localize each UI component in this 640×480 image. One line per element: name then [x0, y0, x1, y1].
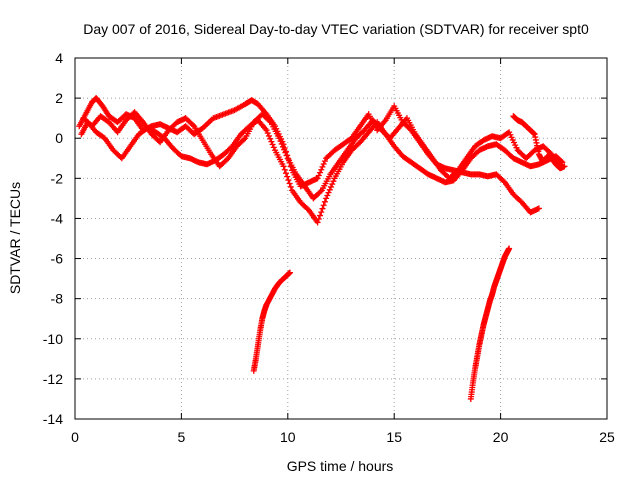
data-point [283, 152, 290, 159]
data-point [317, 188, 324, 195]
y-tick-label: -12 [43, 371, 63, 387]
data-point [318, 166, 325, 173]
data-point [330, 178, 337, 185]
data-point [321, 158, 328, 165]
data-layer [76, 95, 568, 402]
data-point [280, 163, 287, 170]
data-point [325, 189, 332, 196]
series-segment-1 [250, 269, 293, 374]
y-axis-label: SDTVAR / TECUs [7, 182, 23, 294]
x-tick-label: 25 [599, 429, 615, 445]
plot-frame [74, 57, 608, 420]
ticks: 0 5 10 15 20 25 -14 -12 -10 -8 -6 -4 -2 0 2 4 [43, 50, 615, 445]
x-tick-label: 15 [386, 429, 402, 445]
data-point [268, 138, 275, 145]
series-track-c [80, 109, 564, 202]
series-segment-2 [467, 245, 513, 402]
data-point [263, 127, 270, 134]
x-tick-label: 10 [280, 429, 296, 445]
y-tick-label: -14 [43, 411, 63, 427]
data-point [327, 183, 334, 190]
data-point [276, 135, 283, 142]
y-tick-label: -2 [51, 170, 64, 186]
data-point [315, 172, 322, 179]
data-point [506, 245, 513, 252]
y-tick-label: 2 [55, 90, 63, 106]
data-point [326, 186, 333, 193]
data-point [561, 163, 568, 170]
data-point [282, 170, 289, 177]
y-tick-label: -6 [51, 251, 64, 267]
data-point [317, 212, 324, 219]
x-axis-label: GPS time / hours [287, 458, 394, 474]
data-point [266, 118, 273, 125]
data-point [324, 192, 331, 199]
chart-title: Day 007 of 2016, Sidereal Day-to-day VTE… [83, 21, 589, 37]
y-tick-label: 0 [55, 130, 63, 146]
data-point [319, 205, 326, 212]
x-tick-label: 20 [493, 429, 509, 445]
series-track-d [510, 113, 568, 172]
data-point [279, 143, 286, 150]
data-point [278, 140, 285, 147]
data-point [314, 219, 321, 226]
x-tick-label: 0 [71, 429, 79, 445]
data-point [319, 163, 326, 170]
data-point [287, 183, 294, 190]
data-point [321, 198, 328, 205]
data-point [329, 181, 336, 188]
data-point [286, 269, 293, 276]
y-tick-label: 4 [55, 50, 63, 66]
data-point [320, 161, 327, 168]
data-point [281, 146, 288, 153]
y-tick-label: -4 [51, 210, 64, 226]
y-tick-label: -8 [51, 291, 64, 307]
data-point [318, 209, 325, 216]
data-point [269, 141, 276, 148]
data-point [277, 138, 284, 145]
data-point [535, 205, 542, 212]
x-tick-label: 5 [178, 429, 186, 445]
data-point [282, 149, 289, 156]
data-point [317, 169, 324, 176]
data-point [270, 144, 277, 151]
data-point [314, 175, 321, 182]
data-point [267, 135, 274, 142]
data-point [323, 195, 330, 202]
data-point [315, 216, 322, 223]
data-point [189, 122, 196, 129]
data-point [285, 177, 292, 184]
data-point [286, 180, 293, 187]
data-point [265, 132, 272, 139]
data-point [281, 166, 288, 173]
data-point [284, 173, 291, 180]
y-tick-label: -10 [43, 331, 63, 347]
data-point [320, 202, 327, 209]
data-point [241, 136, 248, 143]
data-point [264, 130, 271, 137]
